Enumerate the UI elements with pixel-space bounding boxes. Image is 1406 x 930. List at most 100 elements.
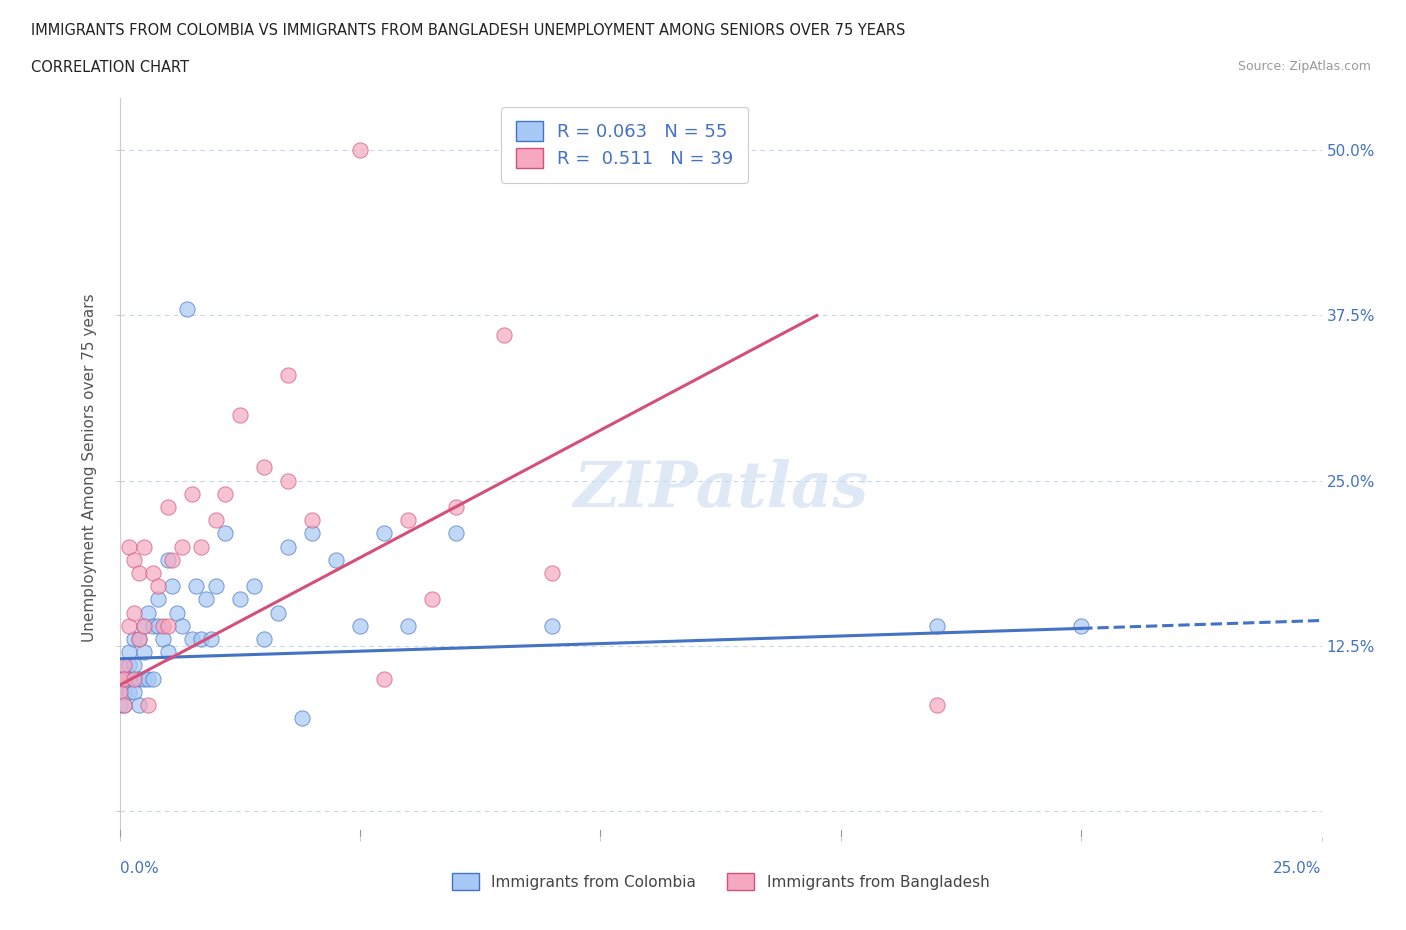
Point (277, 367, 299, 382)
Point (112, 658, 135, 672)
Point (132, 618, 155, 633)
Point (204, 512, 226, 527)
Point (146, 618, 169, 633)
Point (122, 552, 145, 567)
Text: 25.0%: 25.0% (1274, 861, 1322, 876)
Point (267, 605, 290, 620)
Point (122, 631, 145, 646)
Point (142, 671, 165, 686)
Point (180, 486, 202, 501)
Text: CORRELATION CHART: CORRELATION CHART (31, 60, 188, 75)
Point (195, 591, 218, 606)
Point (156, 552, 179, 567)
Point (122, 671, 145, 686)
Point (118, 644, 141, 659)
Point (118, 658, 141, 672)
Y-axis label: Unemployment Among Seniors over 75 years: Unemployment Among Seniors over 75 years (82, 293, 97, 642)
Point (396, 512, 419, 527)
Point (142, 565, 165, 580)
Point (420, 591, 443, 606)
Point (128, 565, 150, 580)
Point (444, 499, 467, 514)
Point (190, 539, 212, 554)
Point (122, 605, 145, 620)
Point (228, 407, 252, 422)
Point (152, 618, 174, 633)
Point (444, 525, 467, 540)
Point (301, 512, 323, 527)
Point (118, 684, 141, 699)
Point (112, 684, 135, 699)
Text: IMMIGRANTS FROM COLOMBIA VS IMMIGRANTS FROM BANGLADESH UNEMPLOYMENT AMONG SENIOR: IMMIGRANTS FROM COLOMBIA VS IMMIGRANTS F… (31, 23, 905, 38)
Point (925, 618, 948, 633)
Point (122, 658, 145, 672)
Point (291, 711, 314, 725)
Point (152, 631, 174, 646)
Text: ZIPatlas: ZIPatlas (574, 458, 868, 520)
Point (373, 525, 395, 540)
Point (128, 671, 150, 686)
Point (112, 671, 135, 686)
Point (132, 644, 155, 659)
Point (190, 631, 212, 646)
Point (166, 605, 188, 620)
Point (128, 698, 150, 712)
Point (180, 631, 202, 646)
Legend: Immigrants from Colombia, Immigrants from Bangladesh: Immigrants from Colombia, Immigrants fro… (446, 867, 995, 896)
Point (541, 565, 564, 580)
Text: 0.0%: 0.0% (120, 861, 159, 876)
Point (108, 684, 131, 699)
Point (108, 671, 131, 686)
Point (349, 143, 371, 158)
Point (128, 631, 150, 646)
Point (146, 591, 169, 606)
Point (494, 328, 516, 343)
Point (162, 552, 184, 567)
Point (118, 671, 141, 686)
Point (112, 671, 135, 686)
Point (112, 658, 135, 672)
Point (253, 460, 276, 474)
Point (176, 301, 198, 316)
Point (112, 698, 135, 712)
Point (1070, 618, 1092, 633)
Point (325, 552, 347, 567)
Point (214, 486, 236, 501)
Point (108, 671, 131, 686)
Point (138, 698, 160, 712)
Point (138, 671, 160, 686)
Point (204, 578, 226, 593)
Point (162, 578, 184, 593)
Point (170, 539, 193, 554)
Point (118, 618, 141, 633)
Point (214, 525, 236, 540)
Point (156, 618, 179, 633)
Point (122, 684, 145, 699)
Point (200, 631, 222, 646)
Point (396, 618, 419, 633)
Point (146, 578, 169, 593)
Point (301, 525, 323, 540)
Point (243, 578, 266, 593)
Point (253, 631, 276, 646)
Point (349, 618, 371, 633)
Point (228, 591, 252, 606)
Point (108, 698, 131, 712)
Text: Source: ZipAtlas.com: Source: ZipAtlas.com (1237, 60, 1371, 73)
Point (132, 539, 155, 554)
Point (128, 631, 150, 646)
Point (277, 539, 299, 554)
Point (925, 698, 948, 712)
Point (118, 539, 141, 554)
Point (132, 618, 155, 633)
Point (156, 499, 179, 514)
Point (541, 618, 564, 633)
Point (132, 671, 155, 686)
Point (373, 671, 395, 686)
Point (170, 618, 193, 633)
Point (142, 618, 165, 633)
Point (156, 644, 179, 659)
Point (138, 605, 160, 620)
Point (122, 671, 145, 686)
Point (186, 578, 208, 593)
